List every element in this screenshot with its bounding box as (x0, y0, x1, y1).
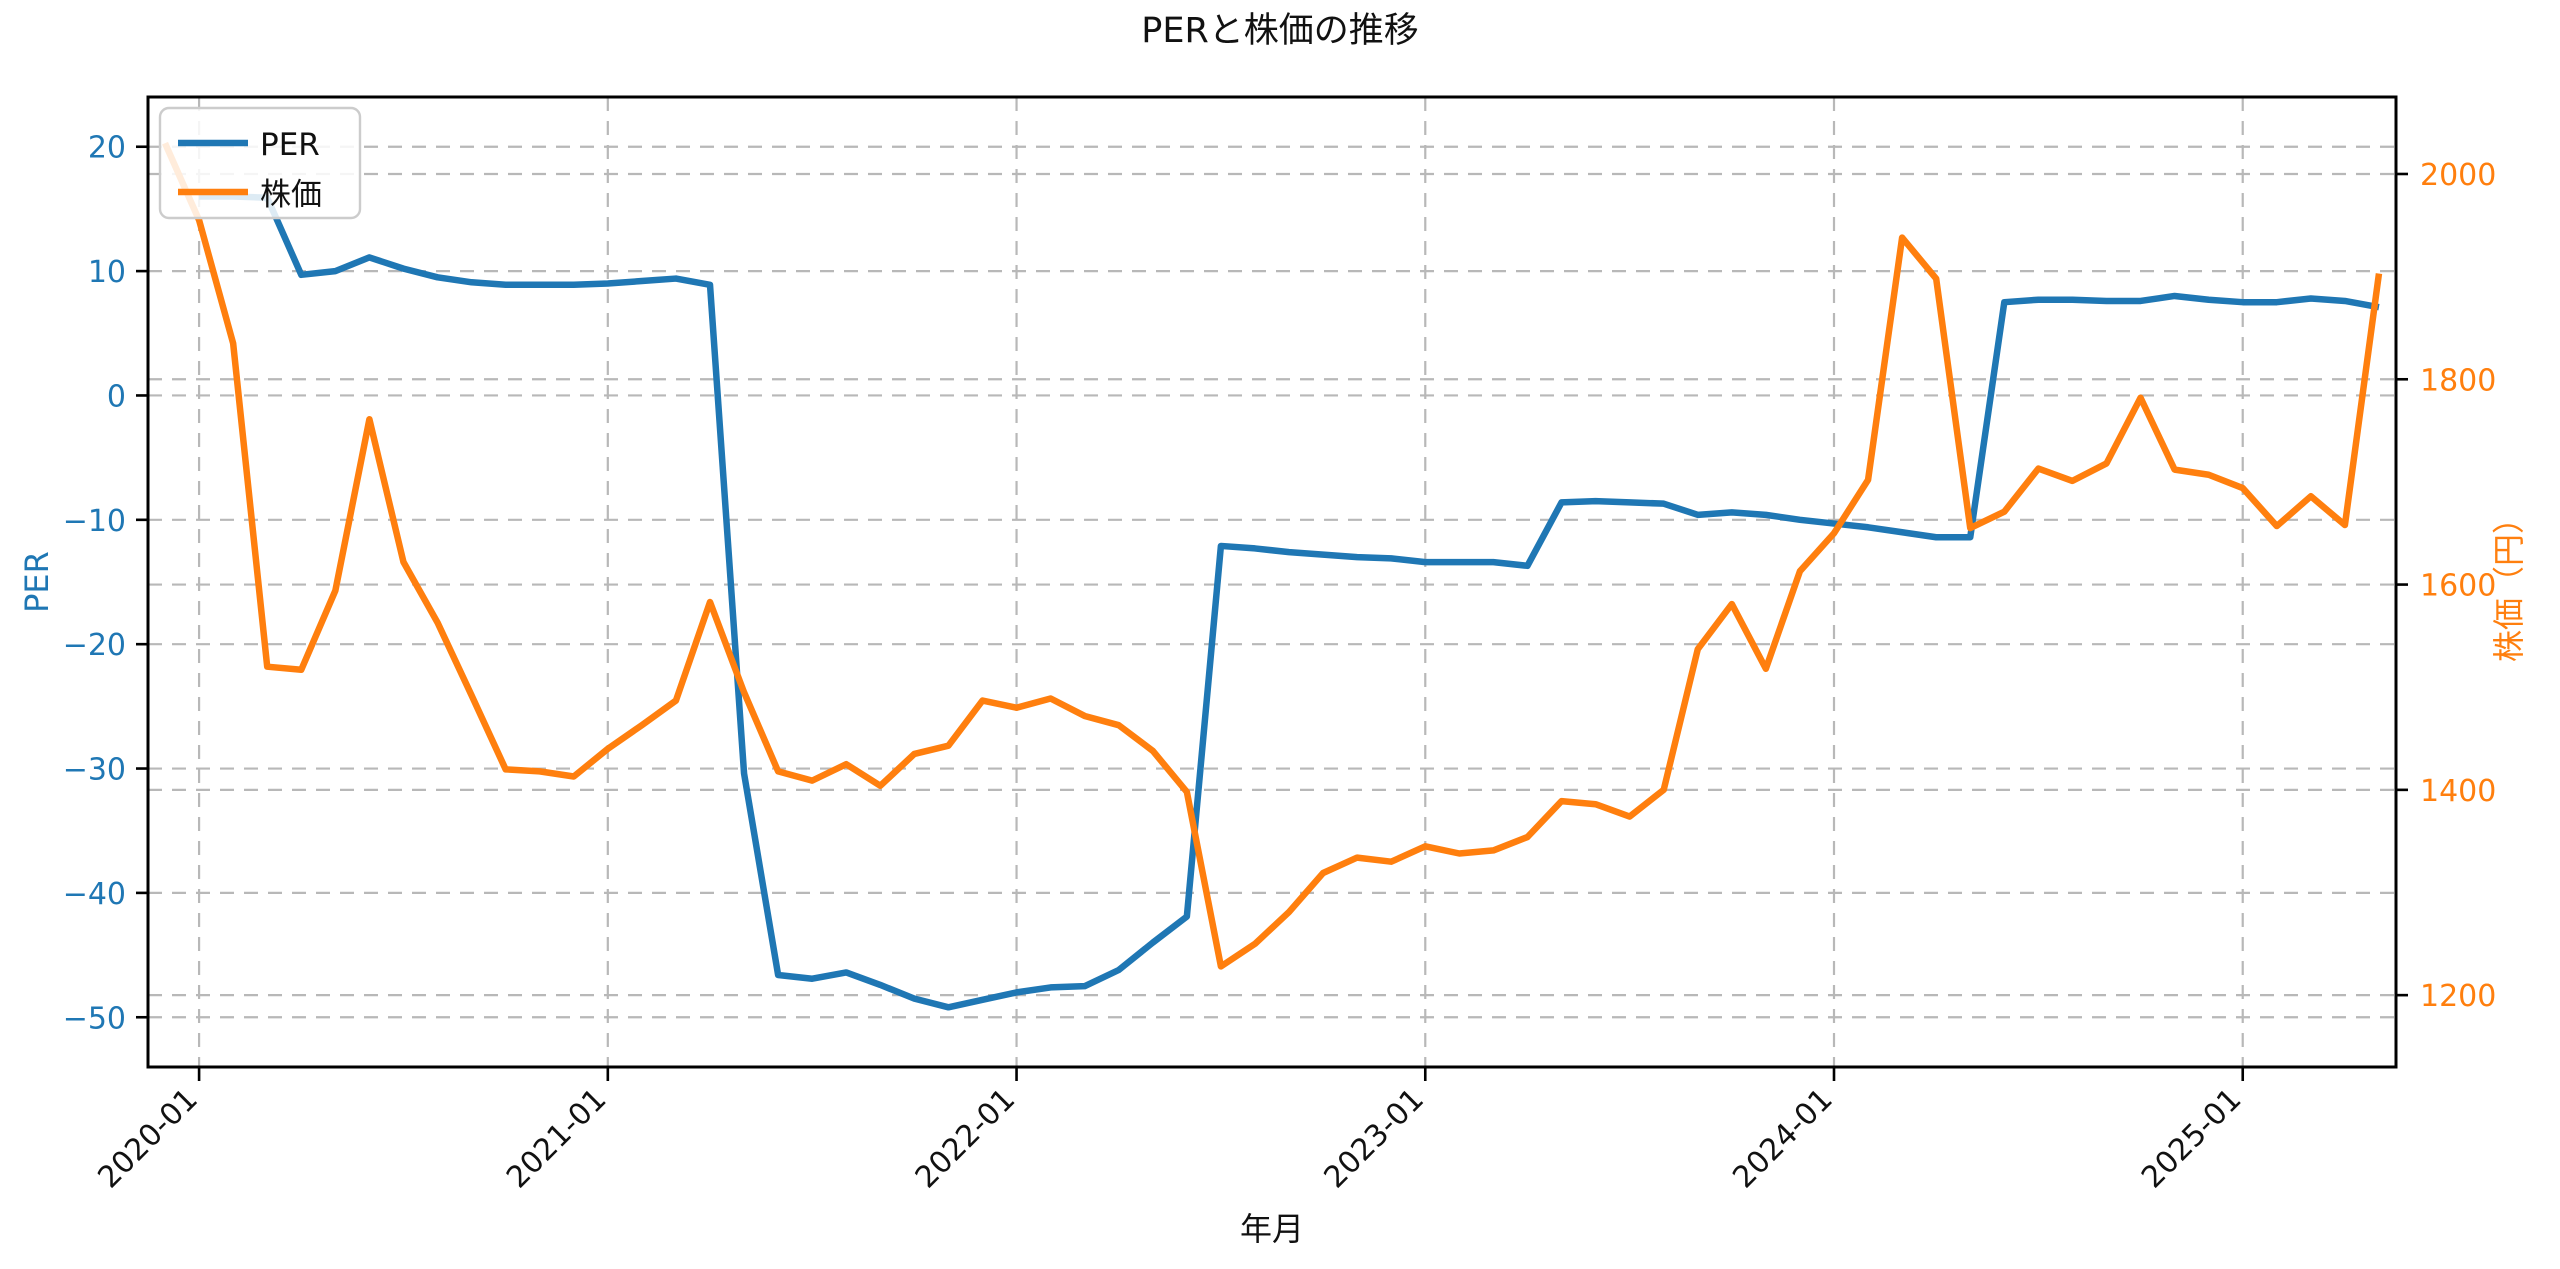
y-left-tick--30: −30 (63, 753, 126, 788)
y-left-tick--20: −20 (63, 628, 126, 663)
y-right-tick-1200: 1200 (2420, 979, 2496, 1014)
legend-label-stock-price: 株価 (260, 177, 322, 213)
y-left-tick-0: 0 (107, 379, 126, 414)
y-right-tick-1600: 1600 (2420, 569, 2496, 604)
y-left-tick--10: −10 (63, 504, 126, 539)
y-axis-right-label: 株価（円） (2490, 502, 2528, 662)
y-right-tick-1400: 1400 (2420, 774, 2496, 809)
series-lines (162, 141, 2383, 1011)
axes-frame (146, 95, 2398, 1069)
y-left-tick-20: 20 (88, 131, 126, 166)
series-line-per (199, 193, 2380, 1011)
legend-label-per: PER (260, 127, 320, 163)
chart-title: PERと株価の推移 (1141, 11, 1419, 51)
y-right-tick-2000: 2000 (2420, 158, 2496, 193)
y-axis-left-tick-labels: 20 10 0 −10 −20 −30 −40 −50 (63, 131, 126, 1037)
y-left-tick--40: −40 (63, 877, 126, 912)
gridlines (148, 97, 2396, 1067)
y-left-tick--50: −50 (63, 1001, 126, 1036)
axis-tickmarks (136, 145, 2408, 1081)
y-axis-left-label: PER (18, 551, 56, 613)
y-left-tick-10: 10 (88, 255, 126, 290)
plot-frame (146, 95, 2398, 1069)
y-axis-right-tick-labels: 1200 1400 1600 1800 2000 (2420, 158, 2496, 1014)
y-right-tick-1800: 1800 (2420, 363, 2496, 398)
chart-legend[interactable]: PER 株価 (158, 106, 362, 220)
x-axis-label: 年月 (1240, 1210, 1304, 1248)
series-line-stock-price (162, 141, 2383, 970)
